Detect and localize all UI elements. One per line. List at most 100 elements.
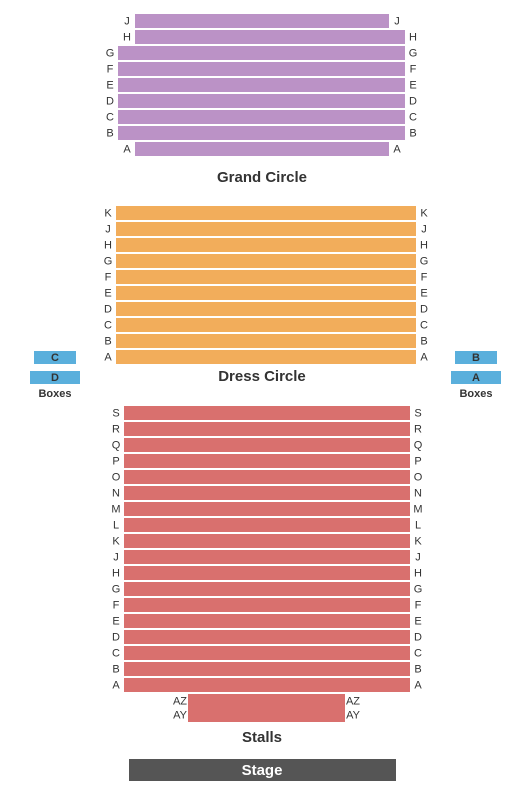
row-label: G (106, 47, 115, 59)
row-label: D (414, 631, 422, 643)
row-label: H (409, 31, 417, 43)
row-label: L (113, 519, 119, 531)
section-title: Dress Circle (218, 368, 306, 385)
seat-row[interactable] (124, 630, 410, 644)
seat-row[interactable] (124, 678, 410, 692)
seat-row[interactable] (116, 350, 416, 364)
seat-row[interactable] (124, 486, 410, 500)
row-label: K (420, 207, 428, 219)
seat-row[interactable] (124, 438, 410, 452)
seat-row[interactable] (124, 582, 410, 596)
row-label: D (112, 631, 120, 643)
row-label: D (106, 95, 114, 107)
row-label: C (414, 647, 422, 659)
seat-row[interactable] (135, 30, 405, 44)
row-label: J (415, 551, 421, 563)
boxes-label: Boxes (38, 388, 71, 400)
seat-row[interactable] (124, 550, 410, 564)
row-label: E (409, 79, 416, 91)
seat-row[interactable] (124, 454, 410, 468)
row-label: R (414, 423, 422, 435)
row-label: A (123, 143, 131, 155)
box[interactable] (34, 351, 76, 364)
row-label: Q (112, 439, 121, 451)
row-label: P (414, 455, 421, 467)
row-label: C (409, 111, 417, 123)
seat-row[interactable] (118, 46, 405, 60)
seat-row[interactable] (118, 126, 405, 140)
seat-row[interactable] (124, 518, 410, 532)
seat-row[interactable] (124, 470, 410, 484)
box-label: D (51, 372, 59, 384)
seat-row[interactable] (124, 614, 410, 628)
seat-row[interactable] (124, 662, 410, 676)
seat-row[interactable] (116, 334, 416, 348)
seat-row[interactable] (116, 238, 416, 252)
row-label: F (105, 271, 112, 283)
row-label: E (414, 615, 421, 627)
seat-row[interactable] (116, 254, 416, 268)
row-label: K (414, 535, 422, 547)
row-label: D (409, 95, 417, 107)
row-label: F (415, 599, 422, 611)
seat-row[interactable] (118, 78, 405, 92)
seat-row[interactable] (116, 318, 416, 332)
row-label: R (112, 423, 120, 435)
seat-row[interactable] (124, 646, 410, 660)
row-label: B (106, 127, 113, 139)
row-label: M (413, 503, 422, 515)
row-label: M (111, 503, 120, 515)
boxes-label: Boxes (459, 388, 492, 400)
seat-row[interactable] (135, 142, 389, 156)
box-label: B (472, 352, 480, 364)
seat-row[interactable] (124, 502, 410, 516)
seat-row[interactable] (118, 110, 405, 124)
seat-row[interactable] (118, 62, 405, 76)
row-label: L (415, 519, 421, 531)
row-label: E (106, 79, 113, 91)
row-label: B (420, 335, 427, 347)
row-label: J (113, 551, 119, 563)
seat-row[interactable] (188, 694, 345, 708)
row-label: H (104, 239, 112, 251)
row-label: O (112, 471, 121, 483)
box-label: A (472, 372, 480, 384)
seat-row[interactable] (124, 598, 410, 612)
row-label: A (414, 679, 422, 691)
row-label: C (106, 111, 114, 123)
seat-row[interactable] (116, 222, 416, 236)
row-label: B (112, 663, 119, 675)
seat-row[interactable] (118, 94, 405, 108)
seat-row[interactable] (135, 14, 389, 28)
box[interactable] (451, 371, 501, 384)
box[interactable] (30, 371, 80, 384)
stage-label: Stage (242, 762, 283, 779)
box-label: C (51, 352, 59, 364)
section-title: Grand Circle (217, 169, 307, 186)
row-label: H (112, 567, 120, 579)
seat-row[interactable] (124, 422, 410, 436)
row-label: D (104, 303, 112, 315)
row-label: O (414, 471, 423, 483)
seat-row[interactable] (116, 270, 416, 284)
seat-row[interactable] (116, 286, 416, 300)
row-label: AZ (346, 695, 360, 707)
row-label: K (104, 207, 112, 219)
seat-row[interactable] (116, 302, 416, 316)
seat-row[interactable] (124, 566, 410, 580)
row-label: J (105, 223, 111, 235)
seat-row[interactable] (124, 406, 410, 420)
seat-row[interactable] (124, 534, 410, 548)
row-label: E (104, 287, 111, 299)
row-label: K (112, 535, 120, 547)
row-label: D (420, 303, 428, 315)
row-label: B (409, 127, 416, 139)
row-label: S (112, 407, 119, 419)
row-label: F (113, 599, 120, 611)
seat-row[interactable] (188, 708, 345, 722)
row-label: F (421, 271, 428, 283)
row-label: J (421, 223, 427, 235)
seat-row[interactable] (116, 206, 416, 220)
box[interactable] (455, 351, 497, 364)
